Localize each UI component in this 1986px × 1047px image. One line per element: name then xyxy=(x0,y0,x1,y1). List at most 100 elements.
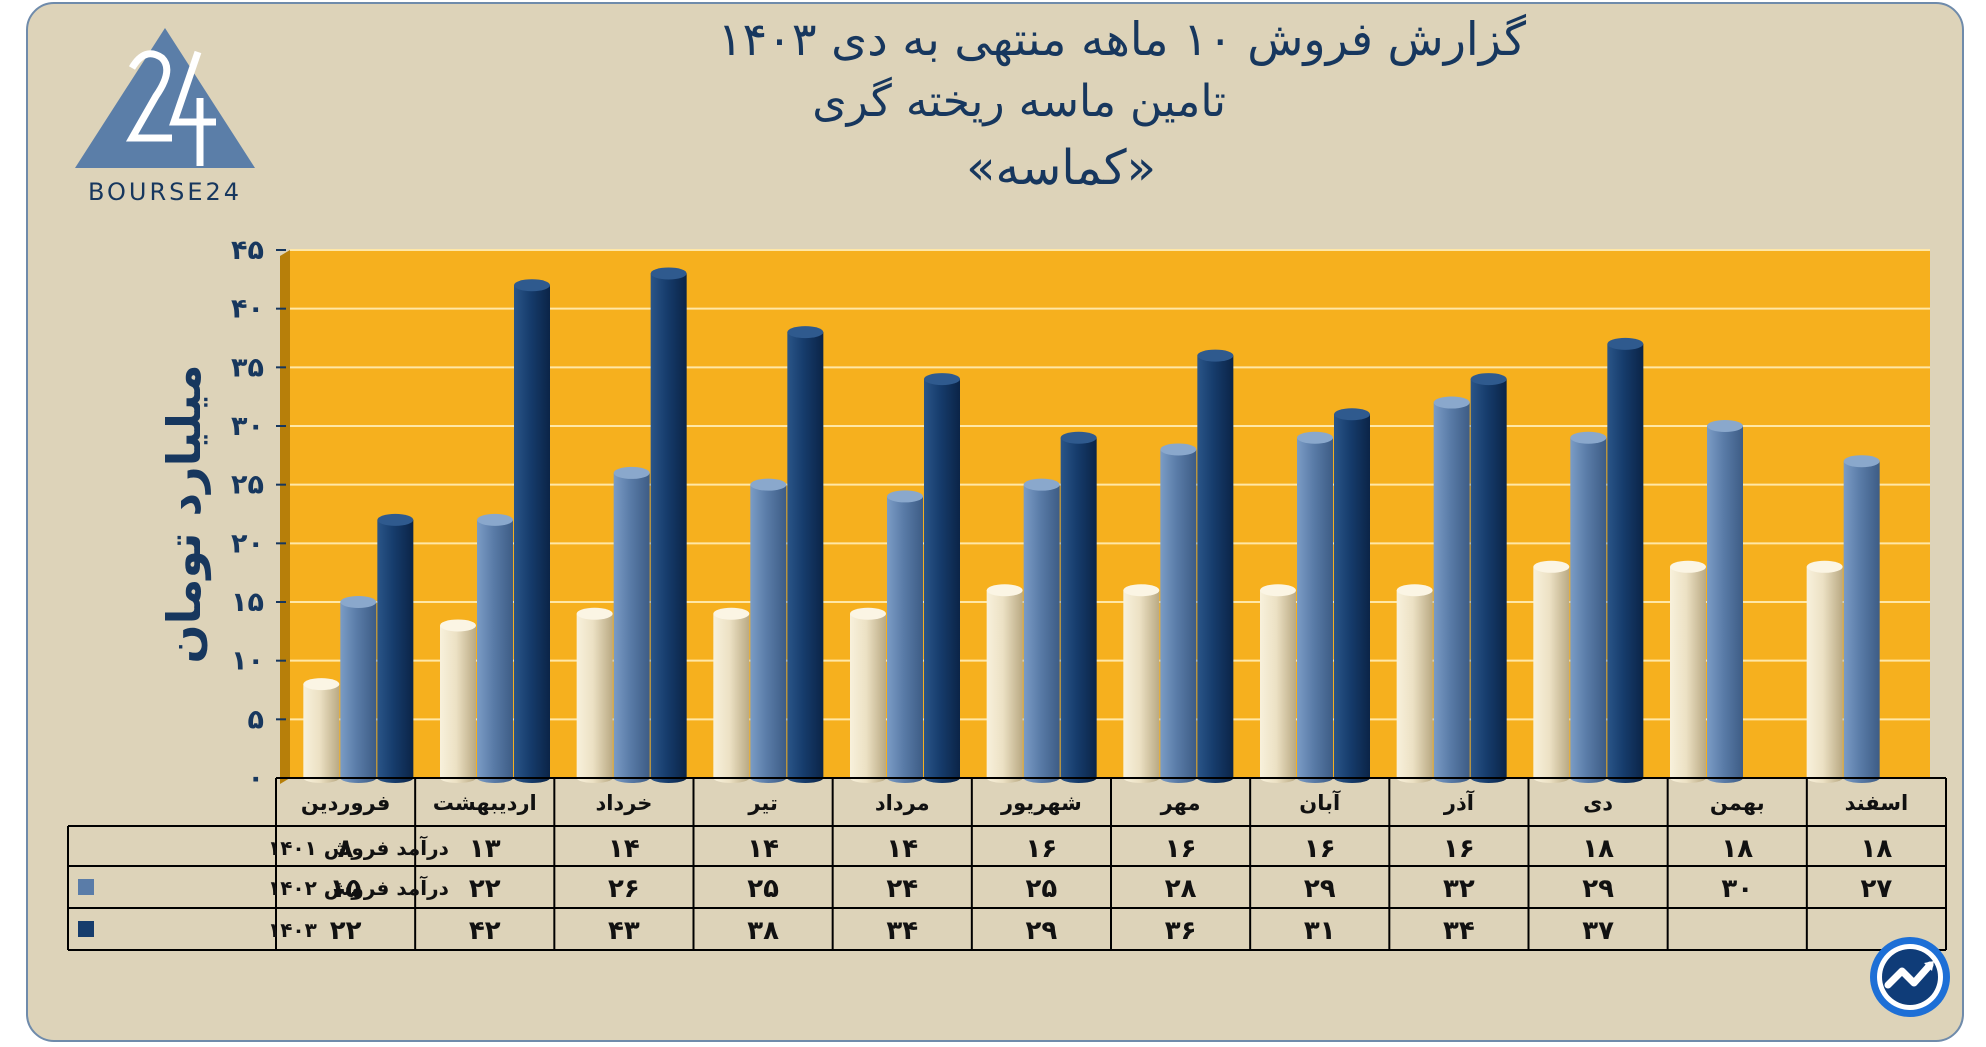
data-label: ۱۸ xyxy=(1861,834,1893,864)
bar-cap-s2-c4 xyxy=(924,373,960,386)
bar-s1-c5 xyxy=(1023,484,1060,778)
category-label: مرداد xyxy=(875,791,930,815)
bar-s0-c1 xyxy=(440,625,476,778)
category-label: شهریور xyxy=(1000,791,1082,815)
bar-s0-c9 xyxy=(1533,566,1570,778)
bar-cap-s2-c9 xyxy=(1607,337,1644,350)
bar-cap-s0-c7 xyxy=(1260,584,1296,597)
data-label: ۲۸ xyxy=(1165,874,1197,904)
bar-cap-s0-c5 xyxy=(986,584,1023,597)
bar-s2-c9 xyxy=(1607,343,1644,778)
bar-cap-s1-c10 xyxy=(1707,420,1743,432)
category-label: تیر xyxy=(747,791,778,815)
bar-cap-s2-c3 xyxy=(787,326,824,339)
category-label: فروردین xyxy=(301,791,391,815)
data-label: ۲۷ xyxy=(1861,874,1893,904)
bar-s0-c6 xyxy=(1123,590,1160,778)
bar-cap-s1-c5 xyxy=(1023,478,1060,491)
bar-cap-s2-c8 xyxy=(1470,373,1507,386)
bar-cap-s1-c8 xyxy=(1433,396,1470,409)
bar-cap-s0-c6 xyxy=(1123,584,1160,597)
category-label: اسفند xyxy=(1845,791,1909,815)
bar-s0-c8 xyxy=(1396,590,1433,778)
data-label: ۳۴ xyxy=(886,916,918,946)
y-tick-label: ۴۰ xyxy=(231,294,264,325)
y-tick-label: ۱۵ xyxy=(231,587,264,618)
bar-s1-c3 xyxy=(750,484,787,778)
data-label: ۳۸ xyxy=(747,916,779,946)
category-label: مهر xyxy=(1160,791,1201,815)
data-label: ۱۶ xyxy=(1304,834,1336,864)
bar-cap-s2-c6 xyxy=(1197,349,1234,362)
bar-s2-c7 xyxy=(1334,414,1370,778)
bar-cap-s0-c0 xyxy=(303,678,340,691)
bar-s2-c3 xyxy=(787,332,824,778)
data-label: ۲۹ xyxy=(1304,874,1336,904)
category-label: آذر xyxy=(1443,790,1475,815)
data-label: ۱۸ xyxy=(1582,834,1614,864)
y-tick-label: ۲۰ xyxy=(231,528,264,559)
data-label: ۲۵ xyxy=(747,874,779,904)
data-label: ۸ xyxy=(338,834,354,864)
data-label: ۱۸ xyxy=(1721,834,1753,864)
bar-cap-s0-c1 xyxy=(440,619,476,632)
category-label: بهمن xyxy=(1710,791,1765,815)
y-tick-label: ۵ xyxy=(248,704,264,735)
category-label: اردیبهشت xyxy=(433,791,537,815)
bar-cap-s0-c4 xyxy=(850,607,886,620)
bar-cap-s1-c11 xyxy=(1843,455,1880,468)
bar-s1-c6 xyxy=(1160,449,1197,778)
chart-subtitle: تامین ماسه ریخته گری xyxy=(812,76,1226,127)
bar-cap-s1-c2 xyxy=(613,466,650,479)
bar-cap-s1-c3 xyxy=(750,478,787,491)
y-tick-label: ۱۰ xyxy=(231,646,264,677)
data-label: ۳۰ xyxy=(1721,874,1753,904)
bar-s0-c7 xyxy=(1260,590,1296,778)
data-label: ۱۳ xyxy=(469,834,501,864)
bar-cap-s0-c11 xyxy=(1806,560,1843,573)
bar-cap-s1-c7 xyxy=(1297,431,1333,444)
bar-s2-c1 xyxy=(514,285,550,778)
data-label: ۲۹ xyxy=(1582,874,1614,904)
bar-s1-c7 xyxy=(1297,437,1333,778)
y-tick-label: ۳۰ xyxy=(231,411,264,442)
bar-cap-s2-c0 xyxy=(377,513,414,526)
category-label: دی xyxy=(1583,791,1613,815)
bar-s0-c2 xyxy=(576,613,613,778)
y-tick-label: ۲۵ xyxy=(231,470,264,501)
data-label: ۲۵ xyxy=(1026,874,1058,904)
legend-series-name: ۱۴۰۳ xyxy=(268,918,317,942)
plot-area xyxy=(290,250,1930,778)
bar-cap-s0-c8 xyxy=(1396,584,1433,597)
bar-cap-s0-c2 xyxy=(576,607,613,620)
bar-s0-c0 xyxy=(303,684,340,778)
bar-s1-c0 xyxy=(340,602,377,778)
data-label: ۴۳ xyxy=(608,916,640,946)
bar-s2-c8 xyxy=(1470,379,1507,778)
bar-cap-s1-c4 xyxy=(887,490,923,503)
data-label: ۴۲ xyxy=(469,916,501,946)
logo-text: BOURSE24 xyxy=(88,178,242,206)
bar-cap-s2-c1 xyxy=(514,279,550,292)
bar-s0-c5 xyxy=(986,590,1023,778)
data-label: ۳۶ xyxy=(1165,916,1197,946)
data-label: ۳۲ xyxy=(1443,874,1475,904)
data-label: ۳۱ xyxy=(1304,916,1336,946)
company-symbol: «کماسه» xyxy=(966,140,1156,196)
bar-s0-c4 xyxy=(850,613,886,778)
data-label: ۲۲ xyxy=(330,916,362,946)
chart-title: گزارش فروش ۱۰ ماهه منتهی به دی ۱۴۰۳ xyxy=(717,12,1526,66)
data-label: ۱۶ xyxy=(1165,834,1197,864)
y-tick-label: ۰ xyxy=(248,763,264,794)
bar-s2-c0 xyxy=(377,519,414,778)
bar-s2-c4 xyxy=(924,379,960,778)
data-label: ۱۶ xyxy=(1026,834,1058,864)
bar-cap-s2-c2 xyxy=(650,267,687,280)
data-label: ۱۴ xyxy=(747,834,779,864)
bar-cap-s0-c3 xyxy=(713,607,750,620)
bar-cap-s2-c7 xyxy=(1334,408,1370,421)
bar-s1-c10 xyxy=(1707,426,1743,778)
bar-s1-c11 xyxy=(1843,461,1880,778)
data-label: ۲۹ xyxy=(1026,916,1058,946)
